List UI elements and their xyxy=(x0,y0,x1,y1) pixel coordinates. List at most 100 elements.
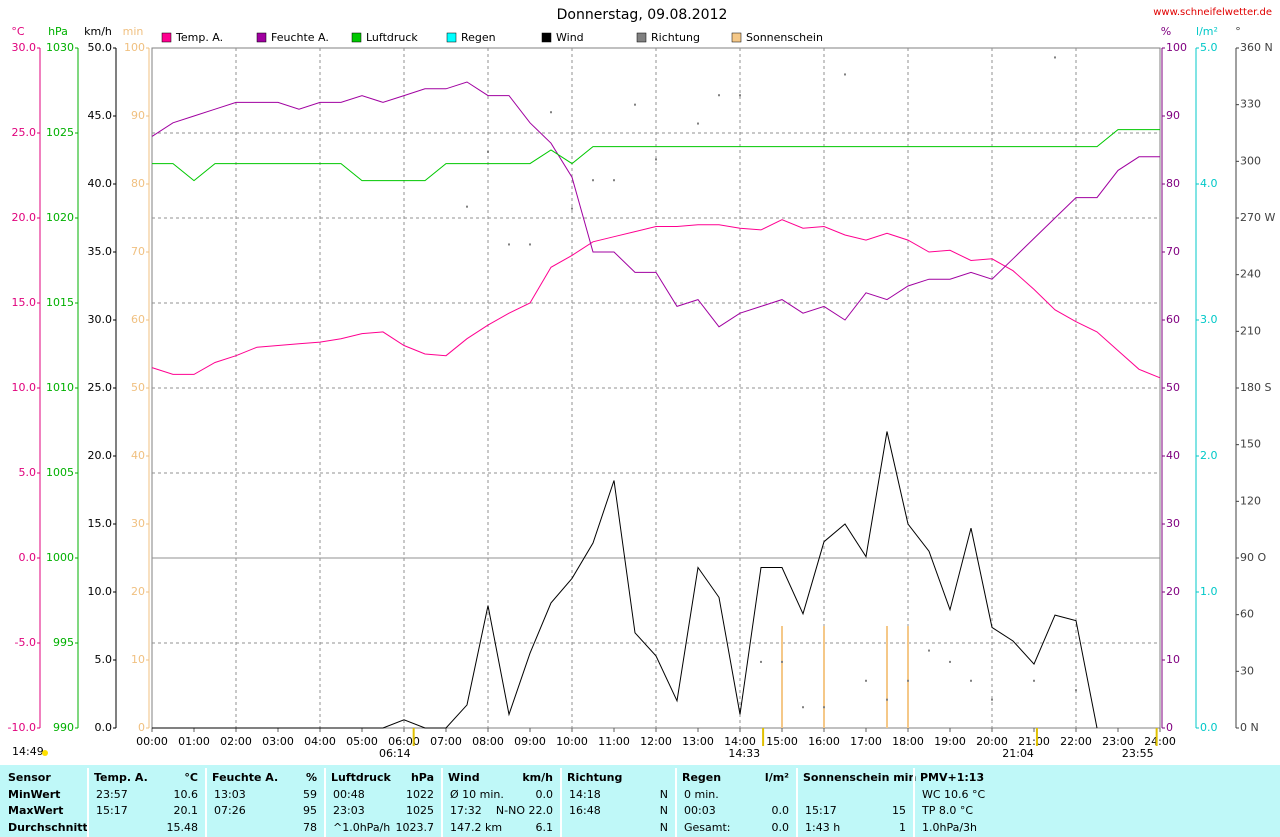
direction-dot xyxy=(1033,679,1035,682)
direction-dot xyxy=(949,660,951,663)
x-tick-label: 19:00 xyxy=(934,735,966,748)
y-tick-label: 0.0 xyxy=(19,551,37,564)
sunshine-bar xyxy=(907,626,909,728)
axis-label: % xyxy=(1161,25,1171,38)
x-tick-label: 03:00 xyxy=(262,735,294,748)
cell: 07:26 xyxy=(214,804,246,817)
y-tick-label: 270 W xyxy=(1240,211,1275,224)
cell: 17:32 xyxy=(450,804,482,817)
y-tick-label: 10.0 xyxy=(12,381,37,394)
y-tick-label: 1.0 xyxy=(1200,585,1218,598)
direction-dot xyxy=(466,205,468,208)
y-tick-label: 0 xyxy=(138,721,145,734)
legend-swatch xyxy=(541,32,552,43)
axis-label: °C xyxy=(11,25,25,38)
axis-label: l/m² xyxy=(1196,25,1218,38)
cell: 59 xyxy=(303,788,317,801)
legend-swatch xyxy=(256,32,267,43)
column-unit: hPa xyxy=(411,771,434,784)
cell: 10.6 xyxy=(174,788,199,801)
sun-icon xyxy=(42,750,48,756)
y-tick-label: 60 xyxy=(1166,313,1180,326)
cell: 20.1 xyxy=(174,804,199,817)
x-tick-label: 00:00 xyxy=(136,735,168,748)
y-tick-label: 50.0 xyxy=(88,41,113,54)
y-tick-label: 90 xyxy=(131,109,145,122)
x-tick-label: 10:00 xyxy=(556,735,588,748)
direction-dot xyxy=(760,660,762,663)
cell: N xyxy=(660,821,668,834)
y-tick-label: 2.0 xyxy=(1200,449,1218,462)
cell: 23:57 xyxy=(96,788,128,801)
y-tick-label: 25.0 xyxy=(12,126,37,139)
axis-label: min xyxy=(123,25,144,38)
x-tick-label: 12:00 xyxy=(640,735,672,748)
summary-panel xyxy=(0,765,1280,837)
direction-dot xyxy=(991,698,993,701)
y-tick-label: 330 xyxy=(1240,98,1261,111)
direction-dot xyxy=(928,649,930,652)
cell: 0 min. xyxy=(684,788,719,801)
axis-label: km/h xyxy=(84,25,112,38)
chart-title: Donnerstag, 09.08.2012 xyxy=(557,7,728,23)
column-title: Temp. A. xyxy=(94,771,148,784)
direction-dot xyxy=(718,94,720,97)
y-tick-label: 210 xyxy=(1240,324,1261,337)
y-tick-label: 20 xyxy=(131,585,145,598)
y-tick-label: 35.0 xyxy=(88,245,113,258)
y-tick-label: 70 xyxy=(131,245,145,258)
sunshine-bar xyxy=(781,626,783,728)
annotation: 21:04 xyxy=(1002,747,1034,760)
column-unit: km/h xyxy=(522,771,553,784)
column-unit: % xyxy=(306,771,317,784)
y-tick-label: 60 xyxy=(131,313,145,326)
legend-label: Luftdruck xyxy=(366,31,418,44)
cell: 00:03 xyxy=(684,804,716,817)
y-tick-label: 180 S xyxy=(1240,381,1271,394)
y-tick-label: 995 xyxy=(53,636,74,649)
x-tick-label: 18:00 xyxy=(892,735,924,748)
x-tick-label: 11:00 xyxy=(598,735,630,748)
sunshine-bar xyxy=(886,626,888,728)
y-tick-label: -5.0 xyxy=(15,636,36,649)
y-tick-label: 40.0 xyxy=(88,177,113,190)
x-tick-label: 24:00 xyxy=(1144,735,1176,748)
cell: 16:48 xyxy=(569,804,601,817)
direction-dot xyxy=(550,111,552,114)
y-tick-label: 1005 xyxy=(46,466,74,479)
direction-dot xyxy=(592,179,594,182)
column-title: Sonnenschein min xyxy=(803,771,916,784)
direction-dot xyxy=(1075,689,1077,692)
column-unit: °C xyxy=(184,771,198,784)
legend-label: Richtung xyxy=(651,31,700,44)
y-tick-label: 0 N xyxy=(1240,721,1259,734)
legend-swatch xyxy=(161,32,172,43)
y-tick-label: 5.0 xyxy=(95,653,113,666)
y-tick-label: 10.0 xyxy=(88,585,113,598)
direction-dot xyxy=(655,158,657,161)
y-tick-label: -10.0 xyxy=(8,721,36,734)
x-tick-label: 21:00 xyxy=(1018,735,1050,748)
direction-dot xyxy=(487,150,489,153)
direction-dot xyxy=(571,207,573,210)
row-label: Sensor xyxy=(8,771,51,784)
y-tick-label: 990 xyxy=(53,721,74,734)
row-label: Durchschnitt xyxy=(8,821,88,834)
axis-label: hPa xyxy=(48,25,68,38)
x-tick-label: 13:00 xyxy=(682,735,714,748)
x-tick-label: 02:00 xyxy=(220,735,252,748)
y-tick-label: 90 O xyxy=(1240,551,1266,564)
y-tick-label: 45.0 xyxy=(88,109,113,122)
cell: N xyxy=(660,788,668,801)
annotation: 06:14 xyxy=(379,747,411,760)
annotation: 23:55 xyxy=(1122,747,1154,760)
direction-dot xyxy=(697,122,699,125)
y-tick-label: 40 xyxy=(1166,449,1180,462)
y-tick-label: 20.0 xyxy=(12,211,37,224)
y-tick-label: 5.0 xyxy=(1200,41,1218,54)
y-tick-label: 30 xyxy=(1240,664,1254,677)
y-tick-label: 60 xyxy=(1240,608,1254,621)
cell: 1025 xyxy=(406,804,434,817)
